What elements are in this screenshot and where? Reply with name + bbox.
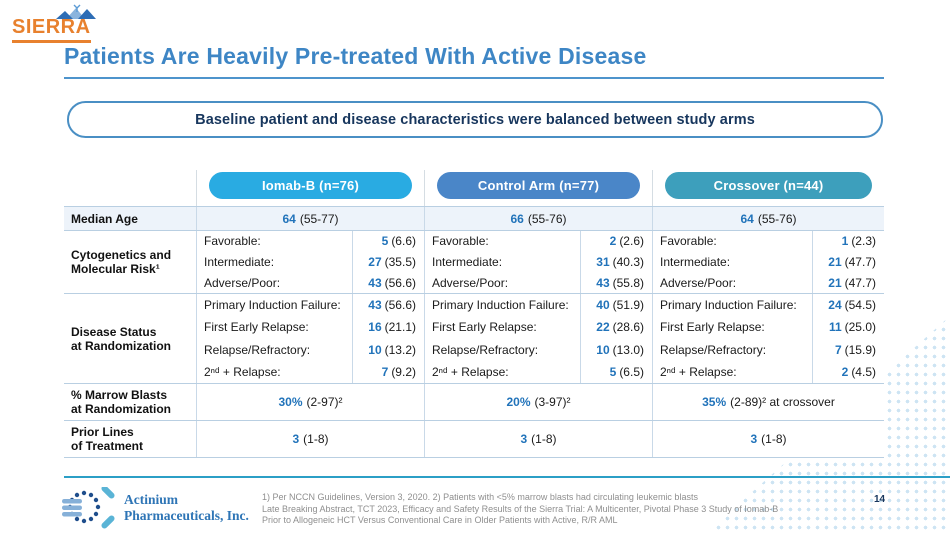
- marrow-blasts-iomab-cell: 30% (2-97)²: [196, 384, 424, 420]
- median-age-iomab-cell: 64 (55-77): [196, 207, 424, 230]
- key-message-text: Baseline patient and disease characteris…: [195, 111, 755, 128]
- cytogenetics-iomab-cell: Favorable: 5 (6.6) Intermediate: 27 (35.5) A…: [196, 231, 424, 294]
- row-cytogenetics: Cytogenetics and Molecular Risk¹ Favorab…: [64, 230, 884, 294]
- footer-divider: [64, 476, 950, 478]
- prior-lines-iomab-cell: 3 (1-8): [196, 421, 424, 457]
- header-cell-iomab: Iomab-B (n=76): [196, 170, 424, 206]
- table-header-row: Iomab-B (n=76) Control Arm (n=77) Crosso…: [64, 170, 884, 206]
- page-number: 14: [874, 494, 886, 505]
- title-divider: [64, 77, 884, 79]
- sierra-logo: SIERRA: [12, 3, 122, 43]
- column-header-pill-crossover: Crossover (n=44): [665, 172, 872, 199]
- prior-lines-crossover-cell: 3 (1-8): [652, 421, 884, 457]
- column-header-pill-control: Control Arm (n=77): [437, 172, 640, 199]
- disease-status-crossover-cell: Primary Induction Failure: 24 (54.5) First…: [652, 294, 884, 383]
- median-age-crossover-cell: 64 (55-76): [652, 207, 884, 230]
- column-header-pill-iomab: Iomab-B (n=76): [209, 172, 412, 199]
- prior-lines-control-cell: 3 (1-8): [424, 421, 652, 457]
- header-cell-control: Control Arm (n=77): [424, 170, 652, 206]
- row-marrow-blasts: % Marrow Blasts at Randomization 30% (2-9…: [64, 383, 884, 420]
- disease-status-control-cell: Primary Induction Failure: 40 (51.9) First…: [424, 294, 652, 383]
- disease-status-iomab-cell: Primary Induction Failure: 43 (56.6) First…: [196, 294, 424, 383]
- row-label-disease-status: Disease Status at Randomization: [71, 324, 172, 353]
- mountain-icon: [56, 4, 96, 19]
- row-label-median-age: Median Age: [71, 211, 138, 226]
- row-label-cytogenetics: Cytogenetics and Molecular Risk¹: [71, 248, 172, 276]
- row-label-prior-lines: Prior Lines of Treatment: [71, 425, 144, 453]
- marrow-blasts-crossover-cell: 35% (2-89)² at crossover: [652, 384, 884, 420]
- company-name: Actinium Pharmaceuticals, Inc.: [124, 492, 249, 523]
- row-label-marrow-blasts: % Marrow Blasts at Randomization: [71, 388, 172, 416]
- characteristics-table: Iomab-B (n=76) Control Arm (n=77) Crosso…: [64, 170, 884, 458]
- footnotes: 1) Per NCCN Guidelines, Version 3, 2020.…: [262, 492, 778, 527]
- actinium-logo: Actinium Pharmaceuticals, Inc.: [62, 487, 249, 529]
- row-disease-status: Disease Status at Randomization Primary …: [64, 293, 884, 383]
- header-spacer: [64, 170, 196, 206]
- marrow-blasts-control-cell: 20% (3-97)²: [424, 384, 652, 420]
- median-age-control-cell: 66 (55-76): [424, 207, 652, 230]
- key-message-banner: Baseline patient and disease characteris…: [67, 101, 883, 138]
- page-title: Patients Are Heavily Pre-treated With Ac…: [64, 43, 647, 69]
- footnote-line: 1) Per NCCN Guidelines, Version 3, 2020.…: [262, 492, 698, 502]
- cytogenetics-control-cell: Favorable: 2 (2.6) Intermediate: 31 (40.3) A…: [424, 231, 652, 294]
- cytogenetics-crossover-cell: Favorable: 1 (2.3) Intermediate: 21 (47.7) A…: [652, 231, 884, 294]
- row-median-age: Median Age 64 (55-77) 66 (55-76) 64 (55-76): [64, 206, 884, 230]
- molecule-icon: [62, 487, 115, 529]
- header-cell-crossover: Crossover (n=44): [652, 170, 884, 206]
- footnote-line: Prior to Allogeneic HCT Versus Conventio…: [262, 515, 618, 525]
- row-prior-lines: Prior Lines of Treatment 3 (1-8) 3 (1-8) 3…: [64, 420, 884, 458]
- footnote-line: Late Breaking Abstract, TCT 2023, Effica…: [262, 503, 779, 514]
- sierra-wordmark: SIERRA: [12, 16, 91, 43]
